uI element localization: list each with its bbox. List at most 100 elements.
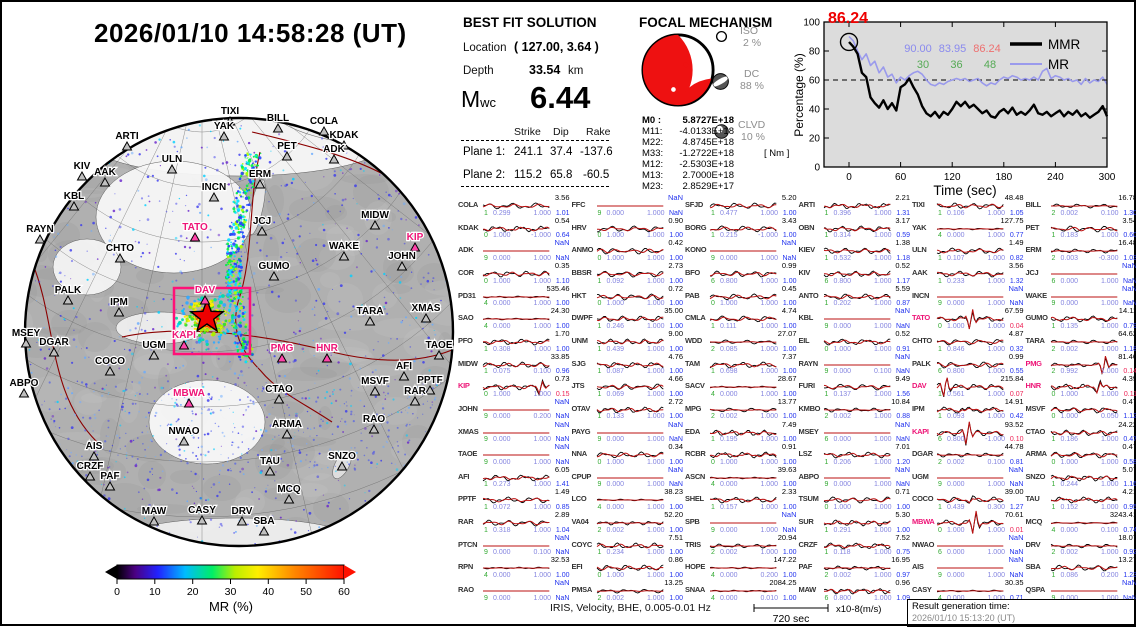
station-amplitude-value: 14.91: [1005, 398, 1024, 406]
station-weight-value: 1.000: [854, 300, 892, 308]
m13-label: M13:: [642, 170, 668, 181]
station-corr-value: 0.195: [720, 436, 738, 444]
tensor-row-m33: M33:-1.2722E+18: [642, 148, 734, 159]
map-station-label: RAO: [363, 414, 385, 425]
plane2-label: Plane 2:: [463, 169, 505, 181]
station-quality-flag: 9: [938, 572, 942, 580]
map-station-label: CHTO: [106, 243, 134, 254]
map-station-marker: [78, 172, 87, 180]
station-weight-value: 1.000: [1081, 436, 1119, 444]
station-amplitude-value: 7.01: [895, 443, 910, 451]
plane1-strike: 241.1: [514, 146, 543, 158]
station-name: SFJD: [685, 201, 703, 209]
station-quality-flag: 9: [711, 527, 715, 535]
map-station-label: AFI: [396, 361, 412, 372]
x-tick-label: 0: [846, 172, 852, 183]
station-name: NNA: [572, 450, 587, 458]
station-weight-value: 1.000: [967, 527, 1005, 535]
clvd-pct: 10 %: [741, 131, 765, 143]
m22-value: 4.8745E+18: [668, 137, 734, 148]
station-name: KIEV: [799, 246, 815, 254]
map-station-label: DAV: [195, 285, 216, 296]
dc-pct: 88 %: [740, 80, 764, 92]
station-quality-flag: 1: [938, 413, 942, 421]
map-station-label: JCJ: [253, 216, 271, 227]
station-quality-flag: 0: [484, 232, 488, 240]
station-name: PPTF: [458, 495, 476, 503]
station-amplitude-value: 39.00: [1005, 488, 1024, 496]
station-corr-value: 0.133: [607, 413, 625, 421]
station-name: EIL: [799, 337, 810, 345]
station-weight-value: 1.000: [627, 232, 665, 240]
station-weight-value: 1.000: [967, 572, 1005, 580]
station-amplitude-value: 0.52: [895, 262, 910, 270]
station-quality-flag: 0: [711, 459, 715, 467]
station-name: KMBO: [799, 405, 821, 413]
station-amplitude-value: 1.49: [1009, 239, 1024, 247]
best-fit-heading: BEST FIT SOLUTION: [463, 15, 597, 30]
map-station-label: ERM: [249, 169, 271, 180]
station-weight-value: 0.100: [854, 368, 892, 376]
station-quality-flag: 1: [711, 368, 715, 376]
station-quality-flag: 6: [825, 278, 829, 286]
station-weight-value: 0.300: [967, 504, 1005, 512]
station-name: TIXI: [912, 201, 925, 209]
tensor-row-m13: M13:2.7000E+18: [642, 170, 734, 181]
station-weight-value: 1.000: [627, 413, 665, 421]
station-corr-value: 0.800: [947, 368, 965, 376]
station-amplitude-value: 24.30: [551, 307, 570, 315]
station-quality-flag: 1: [938, 278, 942, 286]
station-corr-value: 0.234: [607, 549, 625, 557]
station-weight-value: 1.000: [967, 481, 1005, 489]
map-station-label: SBA: [253, 516, 274, 527]
station-corr-value: 0.000: [493, 572, 511, 580]
station-weight-value: 1.000: [854, 572, 892, 580]
station-corr-value: 0.000: [607, 210, 625, 218]
map-station-label: PET: [277, 141, 296, 152]
station-corr-value: 0.000: [720, 255, 738, 263]
station-amplitude-value: 0.45: [782, 285, 797, 293]
dc-ball-icon: [711, 72, 730, 91]
station-corr-value: 0.000: [607, 436, 625, 444]
station-weight-value: 1.000: [627, 572, 665, 580]
station-corr-value: 0.202: [834, 300, 852, 308]
station-amplitude-value: 1.70: [555, 330, 570, 338]
station-amplitude-value: 127.75: [1001, 217, 1024, 225]
station-name: ERM: [1026, 246, 1042, 254]
station-amplitude-value: 9.49: [895, 375, 910, 383]
station-name: CMLA: [685, 314, 705, 322]
station-weight-value: -1.000: [967, 436, 1005, 444]
station-amplitude-value: NaN: [668, 194, 683, 202]
station-weight-value: 1.000: [627, 278, 665, 286]
strike-header: Strike: [514, 126, 541, 138]
station-weight-value: 1.000: [627, 436, 665, 444]
station-amplitude-value: 5.20: [782, 194, 797, 202]
station-quality-flag: 4: [484, 572, 488, 580]
station-amplitude-value: 4.74: [782, 307, 797, 315]
station-quality-flag: 0: [598, 232, 602, 240]
station-amplitude-value: 4.21: [1122, 488, 1136, 496]
station-quality-flag: 6: [938, 368, 942, 376]
station-amplitude-value: 64.62: [1118, 330, 1136, 338]
station-weight-value: 1.000: [513, 595, 551, 603]
station-amplitude-value: 0.91: [782, 443, 797, 451]
station-corr-value: 0.072: [493, 504, 511, 512]
station-name: KBL: [799, 314, 814, 322]
iso-pct: 2 %: [743, 37, 761, 49]
station-quality-flag: 6: [938, 436, 942, 444]
colorbar-tick: 0: [114, 586, 120, 598]
station-name: FFC: [572, 201, 586, 209]
station-corr-value: 0.000: [493, 436, 511, 444]
station-quality-flag: 2: [1052, 549, 1056, 557]
